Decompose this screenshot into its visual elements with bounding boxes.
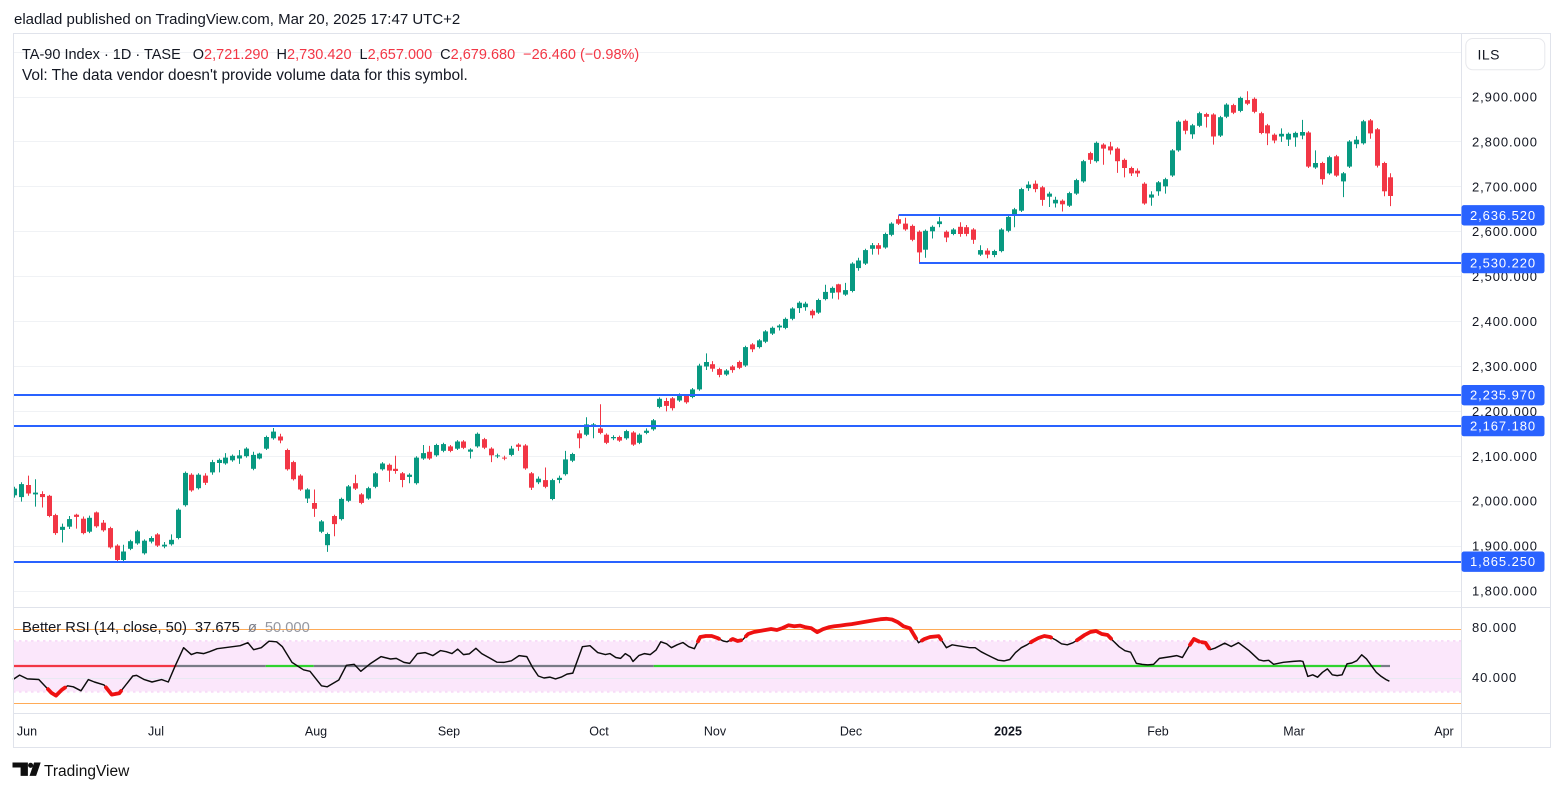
svg-text:2,300.000: 2,300.000 (1472, 359, 1538, 374)
svg-text:Mar: Mar (1283, 725, 1305, 739)
svg-text:2,400.000: 2,400.000 (1472, 314, 1538, 329)
svg-text:1,865.250: 1,865.250 (1470, 554, 1536, 569)
svg-text:1,800.000: 1,800.000 (1472, 584, 1538, 599)
svg-text:Vol: The data vendor doesn't p: Vol: The data vendor doesn't provide vol… (22, 67, 468, 84)
svg-text:40.000: 40.000 (1472, 670, 1517, 685)
svg-text:eladlad published on TradingVi: eladlad published on TradingView.com, Ma… (14, 11, 460, 28)
svg-text:80.000: 80.000 (1472, 620, 1517, 635)
svg-text:Jul: Jul (148, 725, 164, 739)
svg-text:Apr: Apr (1434, 725, 1453, 739)
svg-text:Aug: Aug (305, 725, 327, 739)
svg-text:2,800.000: 2,800.000 (1472, 134, 1538, 149)
svg-text:1,900.000: 1,900.000 (1472, 539, 1538, 554)
svg-text:2,100.000: 2,100.000 (1472, 449, 1538, 464)
svg-text:2,200.000: 2,200.000 (1472, 404, 1538, 419)
svg-text:2,600.000: 2,600.000 (1472, 224, 1538, 239)
svg-text:2,636.520: 2,636.520 (1470, 208, 1536, 223)
svg-text:Dec: Dec (840, 725, 862, 739)
svg-text:Oct: Oct (589, 725, 609, 739)
svg-text:Nov: Nov (704, 725, 727, 739)
svg-text:2025: 2025 (994, 725, 1022, 739)
svg-text:Feb: Feb (1147, 725, 1169, 739)
svg-text:2,700.000: 2,700.000 (1472, 179, 1538, 194)
svg-text:ILS: ILS (1478, 47, 1501, 63)
svg-text:2,000.000: 2,000.000 (1472, 494, 1538, 509)
svg-text:2,900.000: 2,900.000 (1472, 90, 1538, 105)
svg-text:Sep: Sep (438, 725, 460, 739)
svg-text:Better RSI (14, close, 50)37.6: Better RSI (14, close, 50) 37.675 ø 50.000 (22, 620, 310, 636)
svg-text:2,167.180: 2,167.180 (1470, 419, 1536, 434)
svg-text:2,530.220: 2,530.220 (1470, 256, 1536, 271)
svg-text:Jun: Jun (17, 725, 37, 739)
svg-text:2,235.970: 2,235.970 (1470, 388, 1536, 403)
svg-text:TradingView: TradingView (44, 763, 130, 780)
